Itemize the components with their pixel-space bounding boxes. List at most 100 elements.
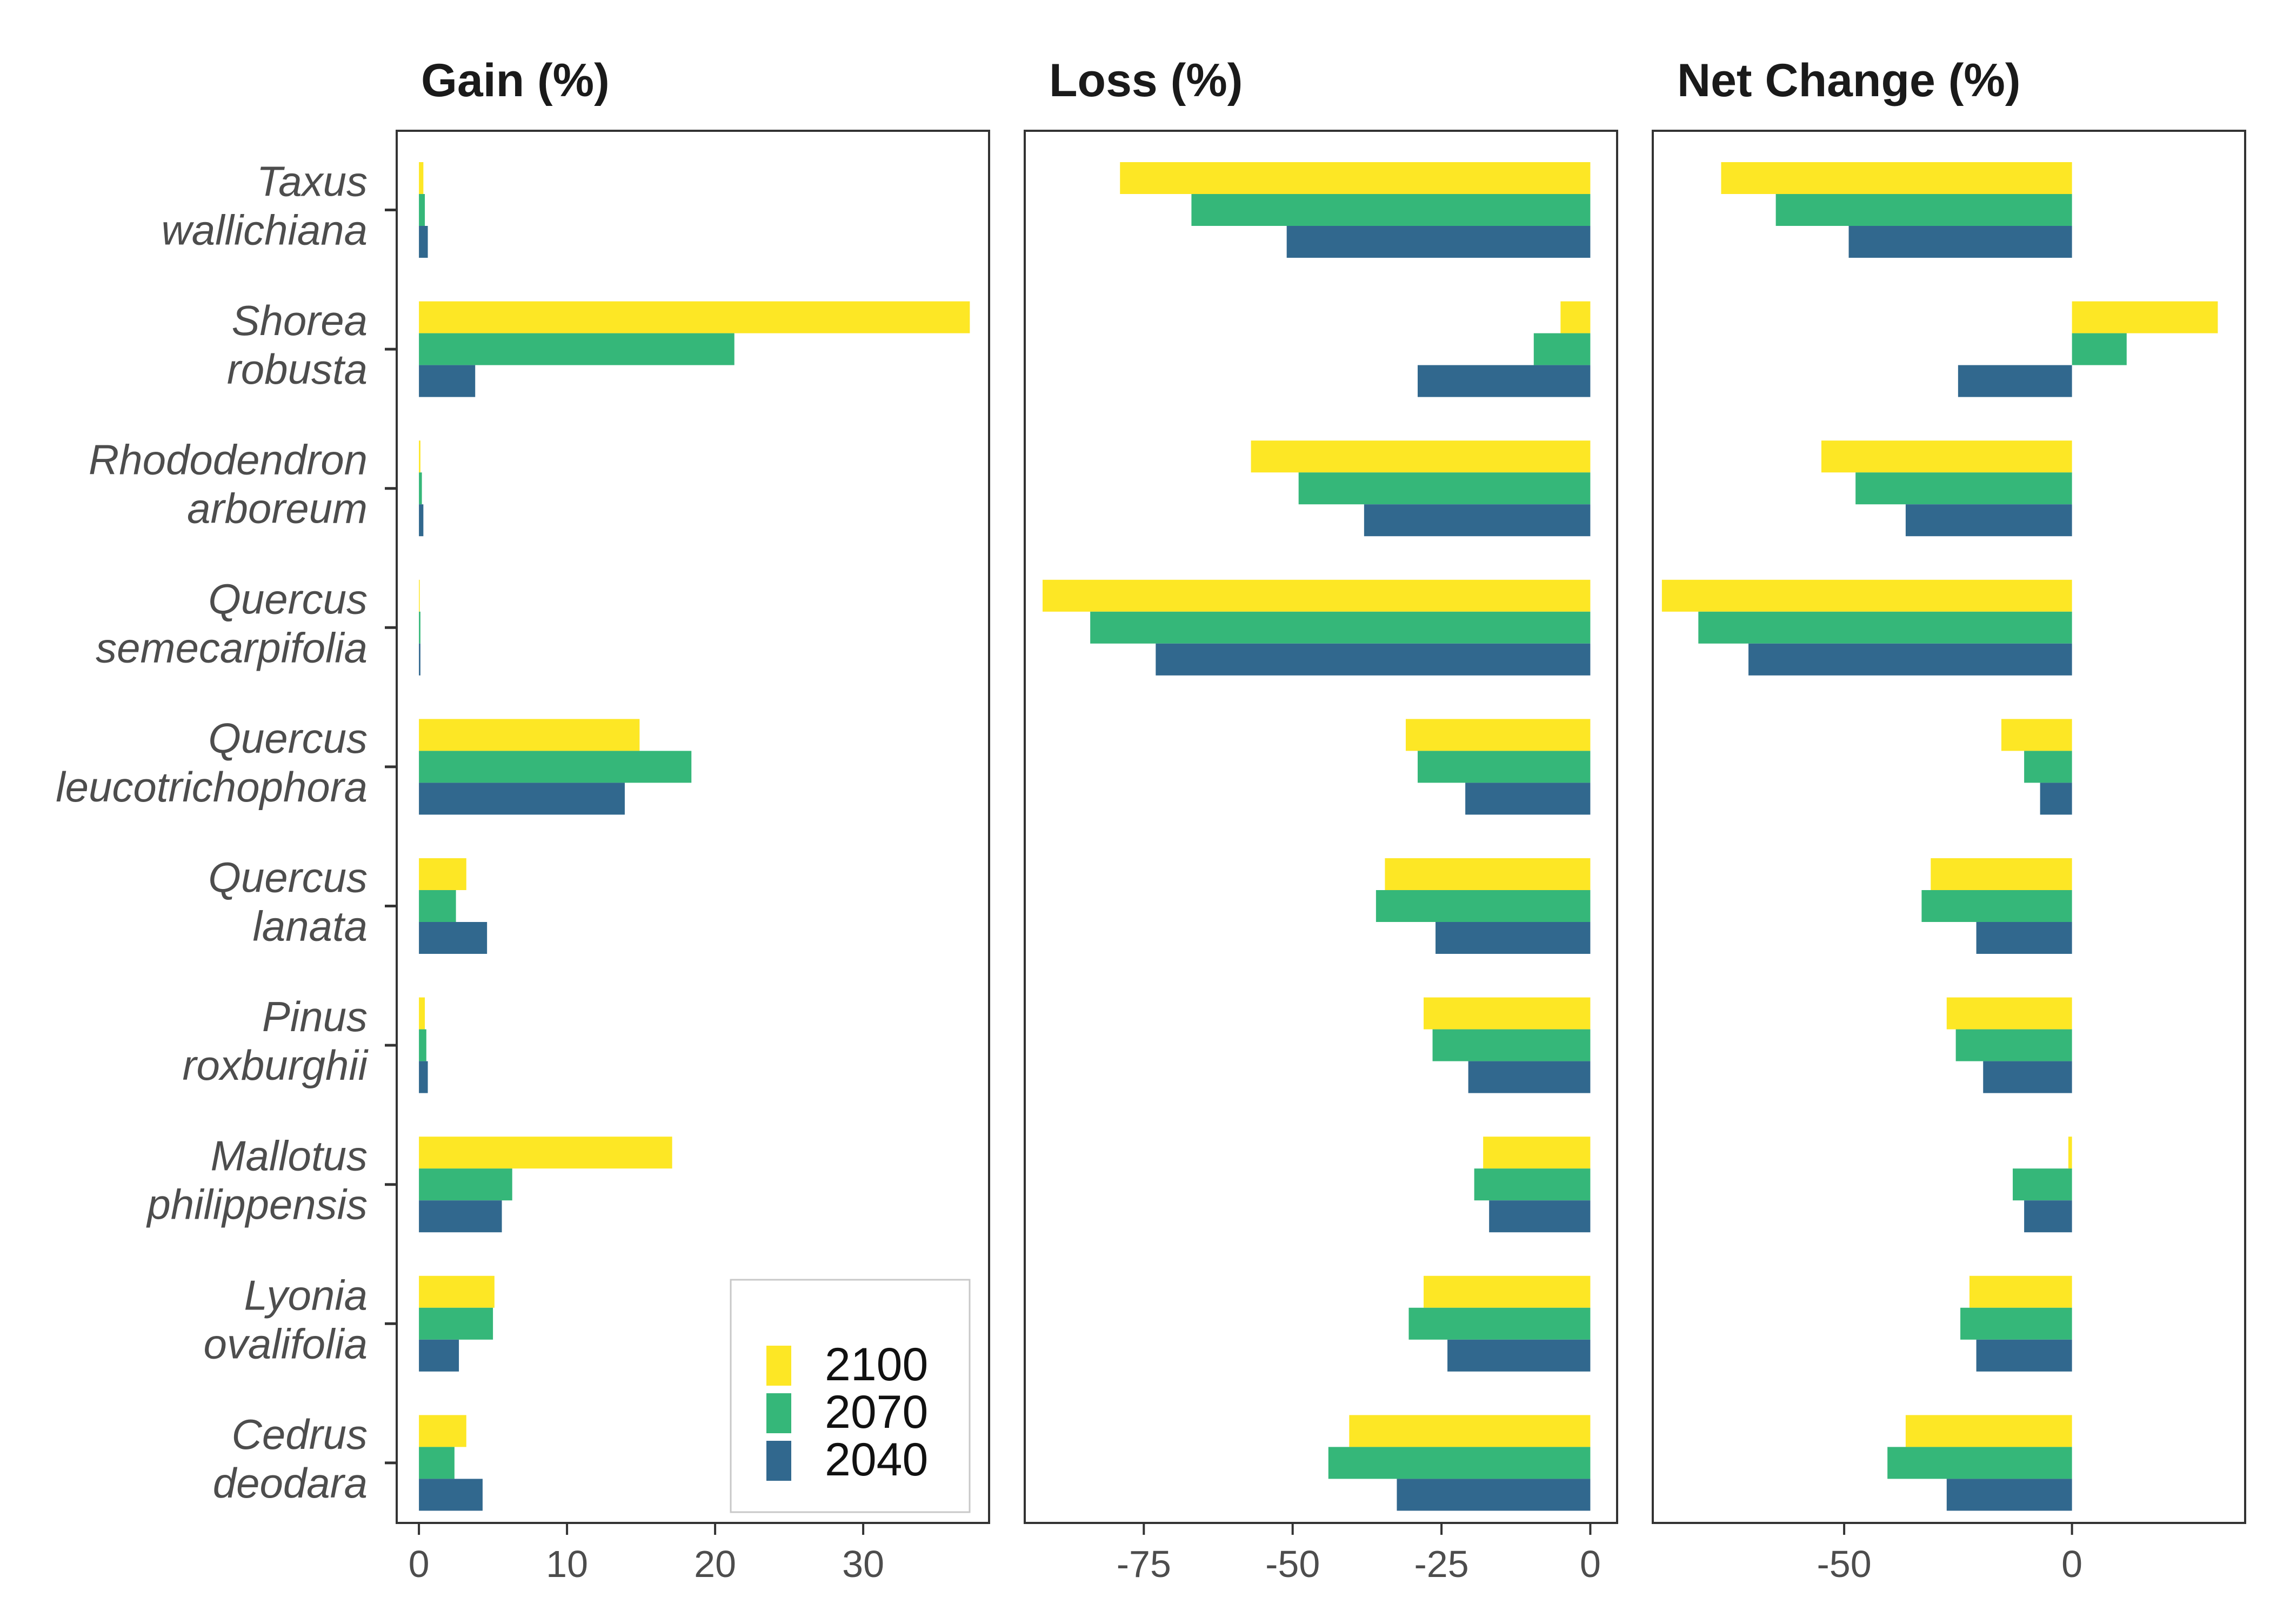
bar-loss-2100-4 — [1043, 579, 1591, 612]
bar-netchange-2040-1 — [1848, 226, 2072, 258]
bar-gain-2070-1 — [419, 194, 425, 226]
bar-loss-2070-6 — [1376, 890, 1591, 922]
bar-loss-2040-5 — [1465, 783, 1591, 815]
bar-netchange-2100-8 — [2068, 1137, 2072, 1169]
bar-netchange-2070-1 — [1775, 194, 2072, 226]
bar-netchange-2100-1 — [1721, 162, 2072, 194]
bar-gain-2040-6 — [419, 922, 488, 954]
bar-loss-2100-6 — [1385, 858, 1591, 890]
bar-loss-2100-5 — [1405, 719, 1591, 751]
bar-loss-2040-1 — [1286, 226, 1591, 258]
bar-gain-2100-1 — [419, 162, 424, 194]
bar-netchange-2040-3 — [1905, 504, 2072, 537]
bar-netchange-2100-5 — [2001, 719, 2072, 751]
legend-key-2070 — [766, 1393, 791, 1433]
bar-gain-2100-5 — [419, 719, 640, 751]
x-tick-label-1-2: 10 — [546, 1543, 588, 1585]
bar-loss-2100-10 — [1349, 1415, 1591, 1447]
bar-loss-2040-3 — [1364, 504, 1591, 537]
bar-loss-2100-9 — [1424, 1275, 1591, 1308]
bar-gain-2040-5 — [419, 783, 625, 815]
bar-netchange-2100-3 — [1821, 440, 2072, 473]
legend-label-2040: 2040 — [825, 1434, 928, 1486]
x-tick-label-1-4: 30 — [842, 1543, 884, 1585]
legend-key-2040 — [766, 1441, 791, 1481]
bar-netchange-2040-6 — [1976, 922, 2072, 954]
species-label-2: Shorea robusta — [227, 297, 368, 393]
bar-gain-2070-2 — [419, 333, 735, 365]
bar-loss-2070-3 — [1298, 472, 1591, 505]
bar-loss-2070-2 — [1533, 333, 1591, 365]
bar-loss-2040-2 — [1417, 365, 1591, 397]
bar-loss-2100-2 — [1560, 301, 1591, 333]
bar-gain-2070-6 — [419, 890, 456, 922]
panel-frame-2 — [1024, 130, 1618, 1524]
x-tick-label-2-2: -50 — [1265, 1543, 1320, 1585]
bar-netchange-2040-7 — [1983, 1061, 2072, 1093]
bar-gain-2070-7 — [419, 1029, 426, 1061]
species-label-5: Quercus leucotrichophora — [56, 714, 368, 811]
species-label-6: Quercus lanata — [208, 854, 368, 950]
bar-netchange-2100-6 — [1931, 858, 2072, 890]
legend-label-2070: 2070 — [825, 1386, 928, 1438]
bar-gain-2100-8 — [419, 1137, 672, 1169]
panel-title-2: Loss (%) — [1049, 55, 1243, 106]
species-label-9: Lyonia ovalifolia — [203, 1271, 368, 1367]
bar-netchange-2040-8 — [2024, 1200, 2072, 1233]
x-tick-label-2-4: 0 — [1580, 1543, 1601, 1585]
bar-netchange-2040-2 — [1958, 365, 2072, 397]
bar-loss-2070-4 — [1090, 611, 1591, 644]
bar-netchange-2100-4 — [1661, 579, 2072, 612]
bar-loss-2070-8 — [1474, 1168, 1591, 1201]
species-label-3: Rhododendron arboreum — [89, 436, 368, 532]
x-tick-label-2-3: -25 — [1414, 1543, 1468, 1585]
panel-title-3: Net Change (%) — [1677, 55, 2020, 106]
bar-netchange-2100-9 — [1969, 1275, 2072, 1308]
x-tick-label-1-1: 0 — [409, 1543, 430, 1585]
x-tick-label-3-1: -50 — [1817, 1543, 1872, 1585]
bar-loss-2100-8 — [1483, 1137, 1591, 1169]
bar-netchange-2100-7 — [1946, 997, 2072, 1030]
bar-loss-2040-4 — [1156, 643, 1591, 676]
bar-gain-2100-4 — [419, 579, 420, 612]
bar-gain-2040-1 — [419, 226, 428, 258]
bar-netchange-2070-3 — [1855, 472, 2072, 505]
species-label-8: Mallotus philippensis — [146, 1132, 368, 1228]
bar-gain-2100-10 — [419, 1415, 466, 1447]
bar-gain-2040-10 — [419, 1479, 483, 1511]
bar-netchange-2070-5 — [2024, 751, 2072, 783]
bar-loss-2100-3 — [1251, 440, 1591, 473]
bar-gain-2040-4 — [419, 643, 420, 676]
panel-frame-1 — [396, 130, 990, 1524]
bar-loss-2040-9 — [1447, 1339, 1591, 1372]
bar-loss-2100-7 — [1424, 997, 1591, 1030]
bar-gain-2100-3 — [419, 440, 420, 473]
bar-loss-2100-1 — [1120, 162, 1591, 194]
bar-gain-2040-7 — [419, 1061, 428, 1093]
bar-netchange-2040-10 — [1946, 1479, 2072, 1511]
species-label-1: Taxus wallichiana — [161, 158, 368, 254]
bar-gain-2040-8 — [419, 1200, 502, 1233]
legend-key-2100 — [766, 1346, 791, 1386]
bar-netchange-2070-10 — [1887, 1447, 2072, 1479]
bar-gain-2070-4 — [419, 611, 420, 644]
bar-gain-2070-10 — [419, 1447, 455, 1479]
bar-netchange-2040-9 — [1976, 1339, 2072, 1372]
species-label-4: Quercus semecarpifolia — [96, 575, 368, 671]
bar-netchange-2100-2 — [2072, 301, 2218, 333]
bar-gain-2040-2 — [419, 365, 476, 397]
bar-loss-2040-6 — [1436, 922, 1591, 954]
bar-gain-2070-5 — [419, 751, 692, 783]
bar-gain-2070-3 — [419, 472, 422, 505]
bar-netchange-2100-10 — [1905, 1415, 2072, 1447]
x-tick-label-2-1: -75 — [1117, 1543, 1171, 1585]
bar-gain-2040-9 — [419, 1339, 459, 1372]
bar-gain-2100-7 — [419, 997, 425, 1030]
bar-gain-2070-9 — [419, 1307, 493, 1340]
bar-loss-2070-7 — [1432, 1029, 1591, 1061]
bar-netchange-2070-4 — [1698, 611, 2072, 644]
bar-netchange-2040-5 — [2040, 783, 2072, 815]
bar-gain-2070-8 — [419, 1168, 512, 1201]
